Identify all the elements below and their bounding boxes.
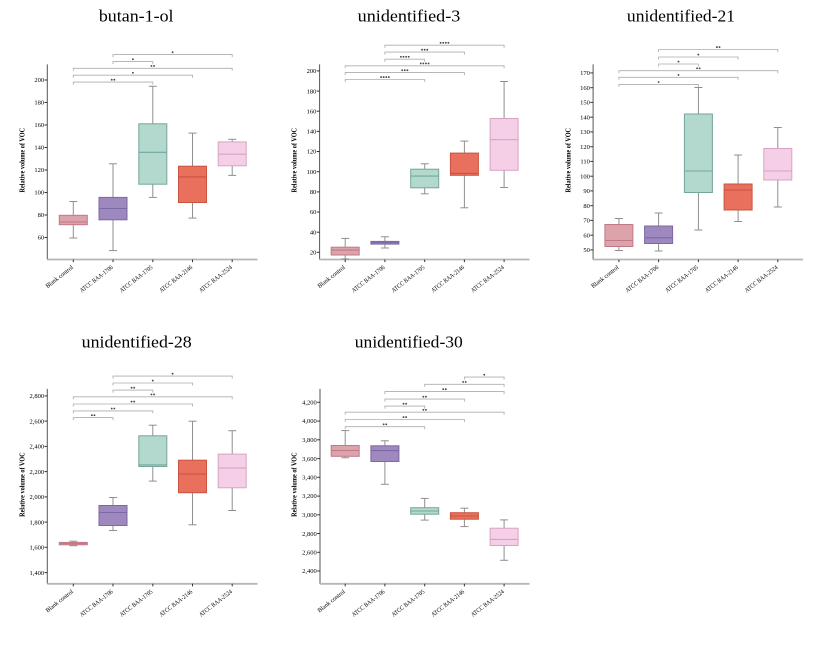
svg-text:200: 200	[34, 77, 44, 84]
svg-text:2,200: 2,200	[29, 469, 44, 476]
svg-text:80: 80	[583, 203, 590, 210]
svg-text:2,800: 2,800	[29, 393, 44, 400]
svg-text:3,000: 3,000	[302, 512, 317, 519]
svg-text:2,600: 2,600	[302, 550, 317, 557]
svg-text:120: 120	[34, 167, 44, 174]
svg-text:60: 60	[583, 232, 590, 239]
svg-text:140: 140	[307, 129, 317, 136]
svg-text:unidentified-21: unidentified-21	[627, 7, 735, 26]
svg-text:unidentified-28: unidentified-28	[82, 332, 192, 351]
svg-text:Relative volume of VOC: Relative volume of VOC	[18, 128, 27, 193]
svg-text:180: 180	[307, 88, 317, 95]
svg-text:80: 80	[38, 212, 45, 219]
svg-text:170: 170	[580, 70, 590, 77]
svg-text:160: 160	[307, 108, 317, 115]
svg-text:140: 140	[580, 114, 590, 121]
svg-text:butan-1-ol: butan-1-ol	[99, 7, 174, 26]
svg-text:3,400: 3,400	[302, 475, 317, 482]
svg-text:Relative volume of VOC: Relative volume of VOC	[18, 452, 27, 516]
svg-text:50: 50	[583, 247, 590, 254]
svg-text:160: 160	[580, 85, 590, 92]
svg-text:1,600: 1,600	[29, 545, 44, 552]
svg-text:3,600: 3,600	[302, 456, 317, 463]
svg-text:100: 100	[34, 190, 44, 197]
svg-text:3,800: 3,800	[302, 437, 317, 444]
svg-text:unidentified-3: unidentified-3	[358, 7, 461, 26]
svg-text:110: 110	[580, 159, 590, 166]
svg-text:60: 60	[38, 235, 45, 242]
svg-text:90: 90	[583, 188, 590, 195]
svg-text:Relative volume of VOC: Relative volume of VOC	[290, 452, 299, 516]
svg-text:140: 140	[34, 145, 44, 152]
svg-text:60: 60	[310, 209, 317, 216]
svg-text:3,200: 3,200	[302, 493, 317, 500]
svg-text:70: 70	[583, 218, 590, 225]
svg-text:100: 100	[307, 169, 317, 176]
svg-text:2,800: 2,800	[302, 531, 317, 538]
svg-text:2,400: 2,400	[302, 568, 317, 575]
svg-text:100: 100	[580, 173, 590, 180]
svg-text:200: 200	[307, 68, 317, 75]
svg-text:4,200: 4,200	[302, 400, 317, 407]
svg-text:20: 20	[310, 250, 317, 257]
svg-text:2,600: 2,600	[29, 418, 44, 425]
svg-text:150: 150	[580, 100, 590, 107]
svg-text:120: 120	[580, 144, 590, 151]
svg-text:2,000: 2,000	[29, 494, 44, 501]
svg-text:40: 40	[310, 229, 317, 236]
svg-text:1,800: 1,800	[29, 519, 44, 526]
svg-text:180: 180	[34, 100, 44, 107]
svg-text:1,400: 1,400	[29, 570, 44, 577]
svg-text:120: 120	[307, 149, 317, 156]
svg-text:130: 130	[580, 129, 590, 136]
svg-text:2,400: 2,400	[29, 444, 44, 451]
svg-text:Relative volume of VOC: Relative volume of VOC	[563, 128, 572, 193]
svg-text:4,000: 4,000	[302, 418, 317, 425]
svg-text:Relative volume of VOC: Relative volume of VOC	[290, 128, 299, 193]
svg-text:80: 80	[310, 189, 317, 196]
svg-text:unidentified-30: unidentified-30	[355, 332, 463, 351]
svg-text:160: 160	[34, 122, 44, 129]
